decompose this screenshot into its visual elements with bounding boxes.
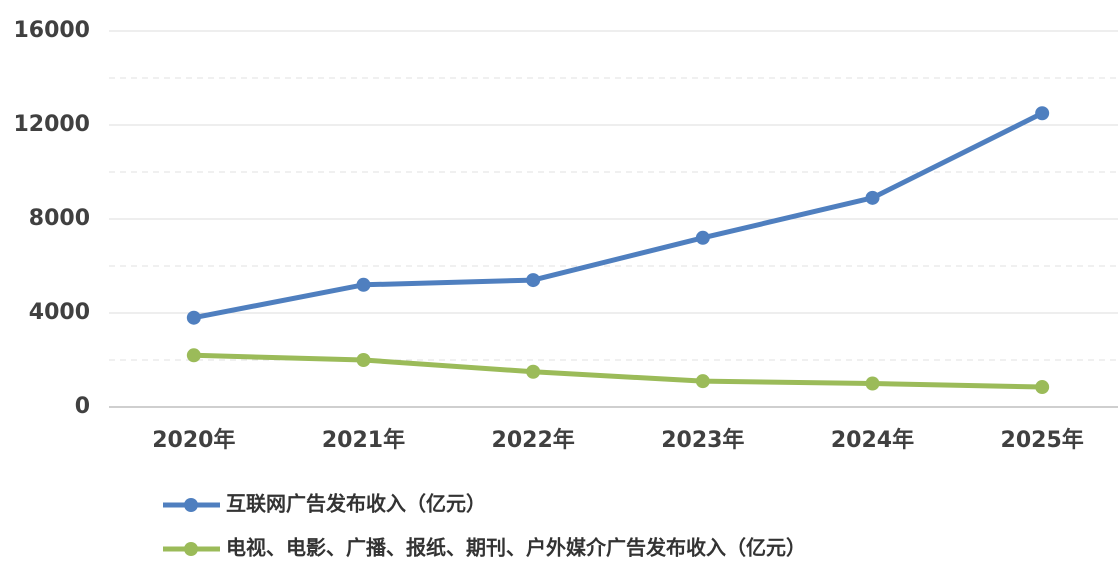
- point: [186, 310, 201, 325]
- point: [695, 230, 710, 245]
- point: [356, 277, 371, 292]
- x-tick-label: 2024年: [831, 427, 914, 453]
- series-line: [193, 111, 1044, 321]
- point: [186, 348, 201, 363]
- x-tick-label: 2020年: [152, 427, 235, 453]
- x-tick-label: 2025年: [1001, 427, 1084, 453]
- legend-marker: [184, 498, 198, 512]
- y-tick-label: 16000: [13, 18, 90, 43]
- point: [865, 376, 880, 391]
- y-tick-label: 8000: [29, 206, 90, 231]
- legend-label: 电视、电影、广播、报纸、期刊、户外媒介广告发布收入（亿元）: [226, 536, 806, 560]
- legend-label: 互联网广告发布收入（亿元）: [226, 492, 486, 516]
- y-tick-label: 12000: [13, 112, 90, 137]
- point: [1035, 380, 1050, 395]
- point: [695, 374, 710, 389]
- point: [1035, 106, 1050, 121]
- point: [865, 190, 880, 205]
- point: [526, 364, 541, 379]
- legend-marker: [184, 542, 198, 556]
- y-tick-label: 4000: [29, 300, 90, 325]
- x-tick-label: 2021年: [322, 427, 405, 453]
- point: [526, 273, 541, 288]
- x-tick-label: 2022年: [492, 427, 575, 453]
- series-line: [193, 352, 1043, 390]
- x-tick-label: 2023年: [661, 427, 744, 453]
- point: [356, 353, 371, 367]
- y-tick-label: 0: [75, 394, 90, 419]
